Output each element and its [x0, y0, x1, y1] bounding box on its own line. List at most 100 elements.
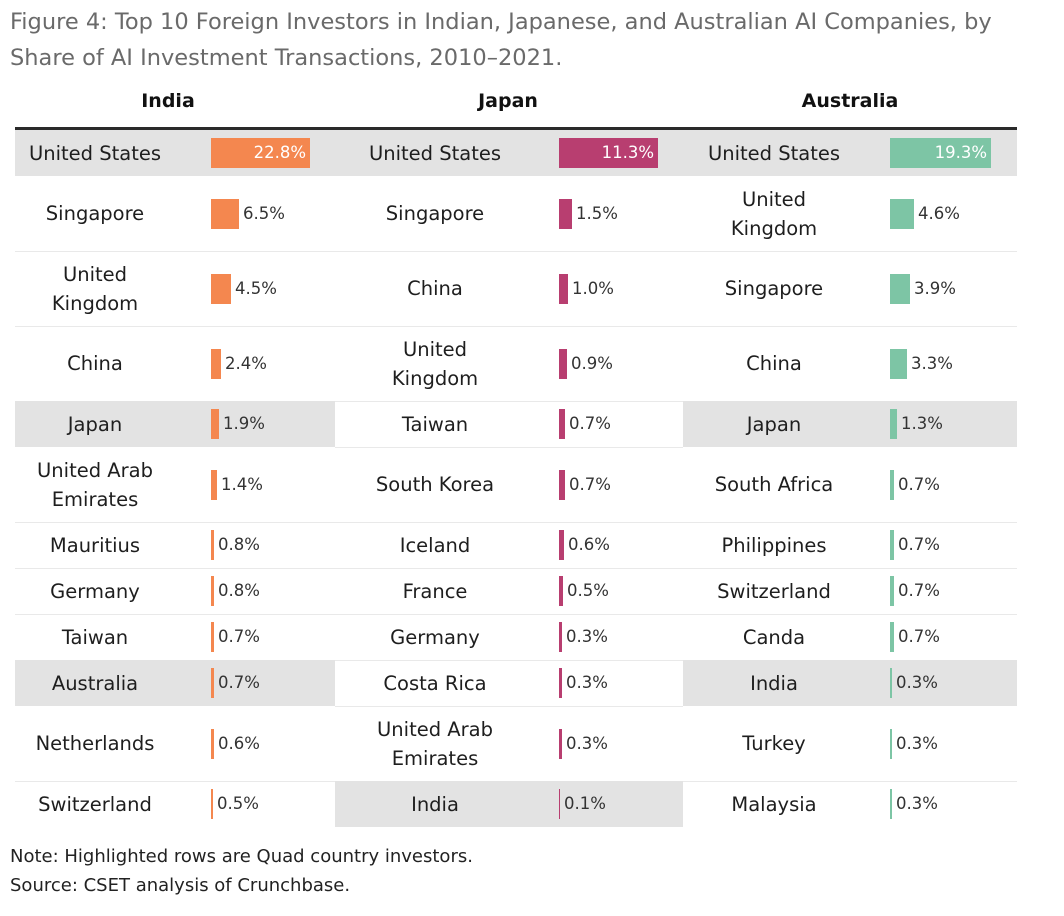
india-value-label: 0.7% — [218, 673, 260, 692]
japan-value-label: 1.5% — [576, 204, 618, 223]
india-row-separator — [15, 614, 335, 615]
japan-value-label: 11.3% — [601, 143, 654, 162]
japan-row-separator — [335, 706, 683, 707]
india-bar — [211, 409, 219, 439]
header-rule — [15, 127, 1017, 130]
australia-value-label: 19.3% — [934, 143, 987, 162]
australia-bar — [890, 622, 894, 652]
australia-country-label: China — [746, 352, 802, 375]
india-bar — [211, 622, 214, 652]
japan-value-label: 0.7% — [569, 414, 611, 433]
australia-country-label: Turkey — [742, 732, 806, 755]
australia-row-separator — [683, 251, 1017, 252]
australia-value-label: 0.3% — [896, 794, 938, 813]
india-country-label: Germany — [50, 579, 140, 603]
india-bar — [211, 789, 213, 819]
japan-value-label: 0.7% — [569, 475, 611, 494]
india-row-separator — [15, 522, 335, 523]
australia-country-label: Philippines — [721, 533, 827, 557]
australia-row-highlight — [683, 660, 1017, 706]
india-country-label: Australia — [51, 671, 139, 695]
japan-row-separator — [335, 447, 683, 448]
australia-bar — [890, 729, 892, 759]
japan-country-label: Costa Rica — [383, 671, 487, 695]
india-country-label: United Kingdom — [51, 262, 139, 315]
australia-bar — [890, 409, 897, 439]
india-bar — [211, 199, 239, 229]
japan-country-label: South Korea — [375, 473, 495, 496]
india-country-label: United States — [28, 141, 162, 165]
japan-value-label: 0.6% — [568, 535, 610, 554]
australia-country-label: United Kingdom — [730, 187, 818, 240]
india-row-separator — [15, 251, 335, 252]
chart-title: Figure 4: Top 10 Foreign Investors in In… — [10, 9, 992, 71]
australia-row-separator — [683, 326, 1017, 327]
japan-bar — [559, 199, 572, 229]
india-value-label: 2.4% — [225, 354, 267, 373]
australia-country-label: South Africa — [714, 473, 834, 496]
japan-bar — [559, 729, 562, 759]
japan-country-label: Germany — [390, 625, 480, 649]
japan-row-highlight — [335, 781, 683, 827]
panel-title-india: India — [141, 90, 195, 112]
australia-value-label: 4.6% — [918, 204, 960, 223]
australia-bar — [890, 199, 914, 229]
australia-bar — [890, 138, 991, 168]
japan-row-separator — [335, 660, 683, 661]
australia-value-label: 1.3% — [901, 414, 943, 433]
japan-country-label: France — [402, 579, 468, 603]
japan-value-label: 0.1% — [564, 794, 606, 813]
india-value-label: 0.5% — [217, 794, 259, 813]
japan-bar — [559, 138, 658, 168]
japan-bar — [559, 622, 562, 652]
japan-bar — [559, 470, 565, 500]
japan-value-label: 0.5% — [567, 581, 609, 600]
australia-bar — [890, 668, 892, 698]
australia-value-label: 0.7% — [898, 535, 940, 554]
australia-row-separator — [683, 614, 1017, 615]
australia-country-label: United States — [707, 141, 841, 165]
japan-bar — [559, 349, 567, 379]
australia-bar — [890, 470, 894, 500]
india-row-separator — [15, 326, 335, 327]
australia-bar — [890, 349, 907, 379]
india-country-label: Mauritius — [49, 533, 141, 557]
australia-country-label: Malaysia — [731, 792, 817, 816]
india-value-label: 0.8% — [218, 535, 260, 554]
japan-row-separator — [335, 401, 683, 402]
japan-value-label: 1.0% — [572, 279, 614, 298]
japan-bar — [559, 274, 568, 304]
australia-row-separator — [683, 568, 1017, 569]
australia-value-label: 0.7% — [898, 627, 940, 646]
india-country-label: Taiwan — [61, 625, 129, 649]
india-country-label: Switzerland — [38, 792, 152, 816]
japan-bar — [559, 409, 565, 439]
japan-value-label: 0.3% — [566, 627, 608, 646]
india-value-label: 6.5% — [243, 204, 285, 223]
india-country-label: China — [67, 352, 123, 375]
australia-bar — [890, 576, 894, 606]
india-value-label: 0.6% — [218, 734, 260, 753]
australia-value-label: 3.3% — [911, 354, 953, 373]
japan-country-label: United States — [368, 141, 502, 165]
india-value-label: 22.8% — [253, 143, 306, 162]
chart-source: Source: CSET analysis of Crunchbase. — [10, 875, 351, 896]
australia-country-label: Japan — [746, 412, 802, 436]
india-bar — [211, 349, 221, 379]
india-row-highlight — [15, 401, 335, 447]
japan-country-label: Iceland — [399, 533, 471, 557]
australia-row-highlight — [683, 401, 1017, 447]
australia-row-separator — [683, 781, 1017, 782]
japan-country-label: Taiwan — [401, 412, 469, 436]
japan-row-separator — [335, 522, 683, 523]
japan-value-label: 0.3% — [566, 734, 608, 753]
india-value-label: 0.7% — [218, 627, 260, 646]
australia-value-label: 0.7% — [898, 475, 940, 494]
japan-country-label: United Arab Emirates — [377, 717, 493, 770]
australia-value-label: 0.3% — [896, 734, 938, 753]
india-row-separator — [15, 781, 335, 782]
japan-row-separator — [335, 326, 683, 327]
japan-row-separator — [335, 568, 683, 569]
japan-row-separator — [335, 251, 683, 252]
australia-value-label: 0.3% — [896, 673, 938, 692]
